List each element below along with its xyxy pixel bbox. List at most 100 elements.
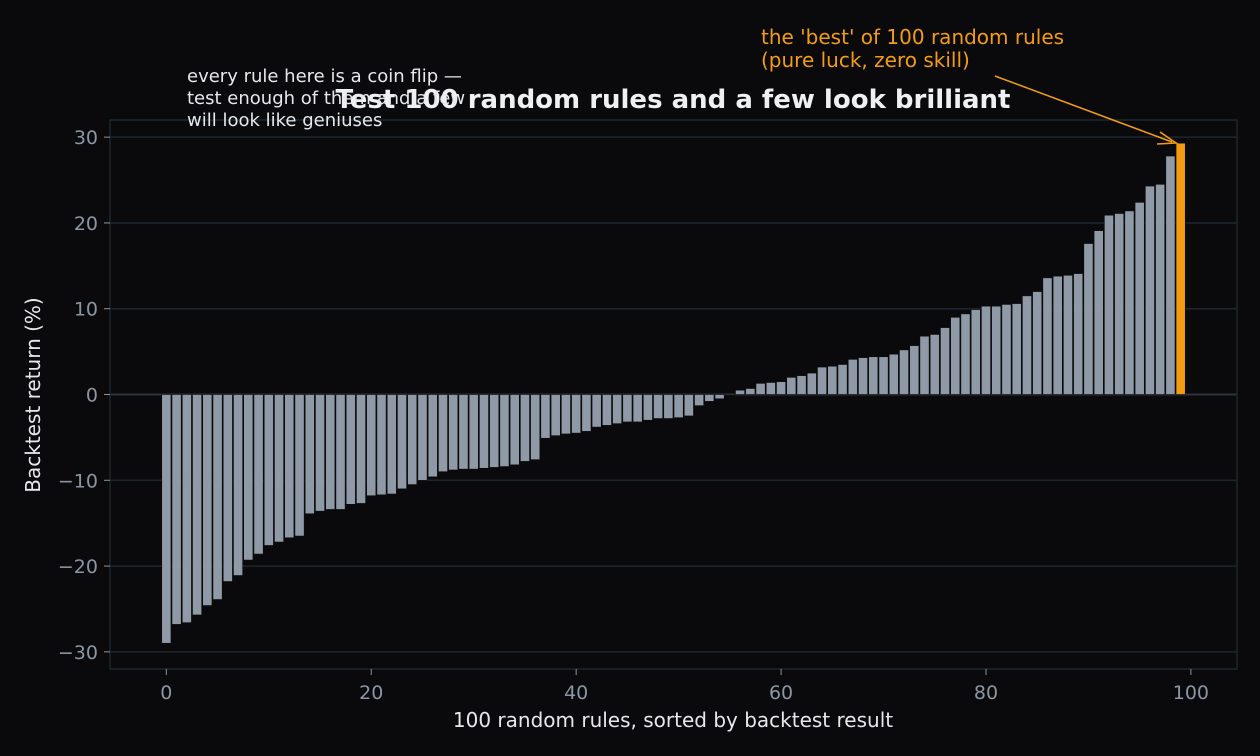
best-rule-note-line-2: (pure luck, zero skill) bbox=[761, 48, 970, 72]
bar-rule-60 bbox=[776, 381, 786, 395]
bar-rule-1 bbox=[171, 394, 182, 625]
bar-rule-77 bbox=[950, 316, 961, 395]
bar-rule-78 bbox=[960, 313, 971, 395]
bar-rule-75 bbox=[929, 334, 940, 395]
bar-rule-67 bbox=[847, 359, 858, 395]
bar-rule-52 bbox=[694, 394, 705, 406]
bar-rule-23 bbox=[397, 394, 407, 490]
bar-rule-8 bbox=[243, 394, 254, 561]
bar-rule-3 bbox=[192, 394, 202, 616]
bar-rule-61 bbox=[786, 377, 797, 395]
bar-rule-38 bbox=[550, 394, 561, 436]
bar-rule-85 bbox=[1032, 291, 1043, 395]
x-tick-label: 80 bbox=[974, 682, 998, 704]
bar-best-rule bbox=[1175, 142, 1186, 395]
bar-rule-76 bbox=[940, 327, 950, 395]
bar-rule-71 bbox=[888, 353, 899, 395]
chart-title: Test 100 random rules and a few look bri… bbox=[336, 85, 1011, 115]
bar-rule-79 bbox=[970, 309, 981, 395]
bar-rule-18 bbox=[345, 394, 356, 505]
bar-rule-86 bbox=[1042, 277, 1053, 395]
bar-rule-82 bbox=[1001, 304, 1012, 395]
bar-rule-4 bbox=[202, 394, 213, 606]
best-rule-note-line-1: the 'best' of 100 random rules bbox=[761, 25, 1064, 49]
bar-rule-87 bbox=[1052, 275, 1063, 395]
bar-rule-69 bbox=[868, 356, 879, 395]
bar-rule-36 bbox=[530, 394, 541, 460]
bar-rule-46 bbox=[632, 394, 643, 423]
bar-rule-13 bbox=[294, 394, 305, 537]
coin-flip-note-line-1: every rule here is a coin flip — bbox=[187, 66, 462, 87]
bar-rule-56 bbox=[735, 389, 746, 395]
bar-rule-94 bbox=[1124, 210, 1135, 395]
bar-rule-50 bbox=[673, 394, 684, 418]
y-axis-label: Backtest return (%) bbox=[21, 297, 45, 492]
y-tick-label: 0 bbox=[86, 385, 98, 407]
y-tick-label: −10 bbox=[58, 470, 98, 492]
bar-rule-41 bbox=[581, 394, 592, 432]
y-axis-ticks: −30 −20 −10 0 10 20 30 bbox=[58, 127, 110, 664]
bar-rule-73 bbox=[909, 345, 920, 395]
bar-rule-27 bbox=[438, 394, 448, 473]
x-axis-ticks: 0 20 40 60 80 100 bbox=[160, 669, 1209, 704]
bar-rule-49 bbox=[663, 394, 674, 419]
y-tick-label: −30 bbox=[58, 642, 98, 664]
bar-rule-31 bbox=[479, 394, 489, 469]
bar-rule-35 bbox=[520, 394, 530, 462]
bar-rule-64 bbox=[817, 366, 827, 395]
bar-rule-7 bbox=[233, 394, 243, 576]
bar-rule-96 bbox=[1145, 185, 1155, 395]
x-tick-label: 100 bbox=[1173, 682, 1209, 704]
bar-rule-63 bbox=[806, 372, 817, 395]
bar-rule-33 bbox=[499, 394, 510, 467]
x-tick-label: 40 bbox=[564, 682, 588, 704]
bar-rule-48 bbox=[653, 394, 664, 419]
bar-rule-34 bbox=[509, 394, 520, 466]
bar-rule-54 bbox=[714, 394, 725, 400]
bar-rule-12 bbox=[284, 394, 295, 539]
bar-rule-44 bbox=[612, 394, 623, 424]
y-tick-label: 10 bbox=[74, 299, 98, 321]
bar-rule-91 bbox=[1093, 230, 1104, 395]
bar-rule-17 bbox=[335, 394, 346, 510]
bar-rule-89 bbox=[1073, 273, 1084, 395]
bar-rule-15 bbox=[315, 394, 325, 512]
bar-rule-6 bbox=[222, 394, 233, 582]
bar-rule-32 bbox=[489, 394, 500, 468]
bar-rule-25 bbox=[417, 394, 428, 481]
bar-rule-10 bbox=[263, 394, 274, 546]
bar-rule-2 bbox=[181, 394, 192, 623]
bar-rule-83 bbox=[1011, 303, 1022, 395]
y-tick-label: 20 bbox=[74, 213, 98, 235]
bar-rule-14 bbox=[304, 394, 315, 515]
x-tick-label: 20 bbox=[359, 682, 383, 704]
bar-rule-80 bbox=[981, 305, 991, 395]
bar-rule-93 bbox=[1114, 213, 1125, 395]
x-tick-label: 60 bbox=[769, 682, 793, 704]
bar-rule-37 bbox=[540, 394, 551, 439]
bar-rule-88 bbox=[1063, 274, 1073, 395]
best-rule-arrow-shaft bbox=[994, 75, 1173, 143]
bar-rule-28 bbox=[448, 394, 459, 471]
bar-rule-9 bbox=[253, 394, 264, 555]
bar-rule-43 bbox=[601, 394, 612, 426]
bar-rule-55 bbox=[724, 394, 735, 396]
bar-rule-65 bbox=[827, 365, 838, 395]
x-tick-label: 0 bbox=[160, 682, 172, 704]
bar-rule-16 bbox=[325, 394, 336, 510]
bar-rule-92 bbox=[1104, 214, 1114, 395]
bar-rule-21 bbox=[376, 394, 387, 496]
bar-rule-70 bbox=[878, 356, 889, 395]
bar-rule-68 bbox=[858, 357, 868, 395]
bar-rule-58 bbox=[755, 383, 766, 395]
bar-rule-57 bbox=[745, 388, 756, 395]
bar-rule-66 bbox=[837, 364, 848, 395]
bar-rule-30 bbox=[468, 394, 479, 470]
bar-rule-72 bbox=[899, 349, 909, 395]
bar-rule-29 bbox=[458, 394, 469, 470]
bar-rule-42 bbox=[591, 394, 602, 428]
bar-rule-24 bbox=[407, 394, 418, 485]
bar-rule-40 bbox=[571, 394, 582, 434]
bar-rule-98 bbox=[1165, 155, 1176, 395]
